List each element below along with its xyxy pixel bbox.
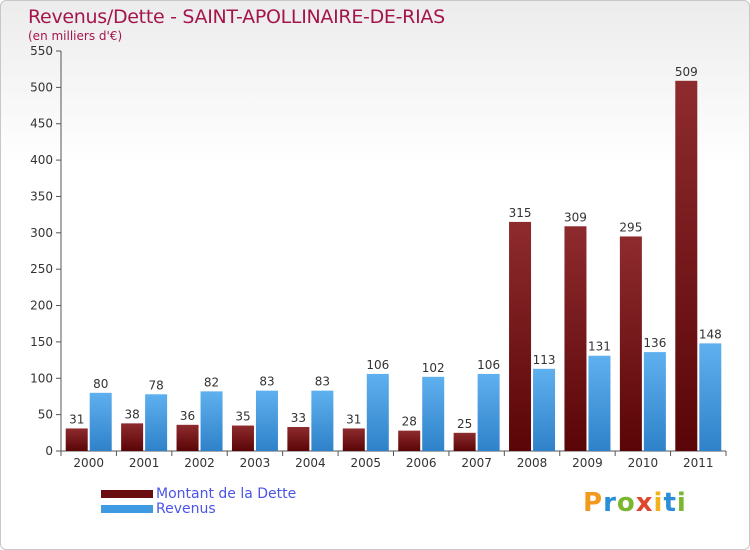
data-label: 309 [564, 210, 587, 224]
bar-revenus [311, 390, 334, 451]
x-tick-label: 2007 [461, 456, 492, 470]
data-label: 38 [124, 407, 139, 421]
legend-label-dette: Montant de la Dette [156, 486, 297, 502]
x-tick-label: 2000 [73, 456, 104, 470]
data-label: 25 [457, 417, 472, 431]
data-label: 36 [180, 409, 195, 423]
data-label: 33 [291, 411, 306, 425]
bar-dette [231, 425, 254, 451]
bar-revenus [89, 392, 112, 451]
bar-dette [398, 430, 421, 451]
bar-dette [287, 427, 310, 451]
bar-dette [121, 423, 144, 451]
data-label: 148 [699, 327, 722, 341]
data-label: 83 [259, 375, 274, 389]
bar-revenus [699, 343, 722, 451]
bar-revenus [477, 373, 500, 451]
legend-swatch-revenus [101, 505, 153, 513]
y-tick-label: 300 [30, 226, 53, 240]
data-label: 509 [675, 65, 698, 79]
data-label: 35 [235, 410, 250, 424]
chart-subtitle: (en milliers d'€) [28, 29, 123, 43]
x-tick-label: 2005 [351, 456, 382, 470]
bar-revenus [145, 394, 168, 451]
y-tick-label: 150 [30, 335, 53, 349]
y-tick-label: 550 [30, 44, 53, 58]
bar-revenus [200, 391, 223, 451]
y-tick-label: 50 [38, 408, 53, 422]
data-label: 106 [366, 358, 389, 372]
data-label: 78 [148, 378, 163, 392]
x-tick-label: 2009 [572, 456, 603, 470]
bar-revenus [588, 355, 611, 451]
y-tick-label: 200 [30, 299, 53, 313]
data-label: 106 [477, 358, 500, 372]
x-tick-label: 2001 [129, 456, 160, 470]
bar-dette [509, 221, 532, 451]
x-tick-label: 2010 [628, 456, 659, 470]
logo-letter: i [653, 488, 664, 518]
y-tick-label: 0 [45, 444, 53, 458]
logo-letter: P [583, 488, 604, 518]
data-label: 102 [422, 361, 445, 375]
logo-letter: t [663, 488, 677, 518]
data-label: 82 [204, 375, 219, 389]
bar-dette [619, 236, 642, 451]
data-label: 80 [93, 377, 108, 391]
bar-dette [453, 432, 476, 451]
data-label: 136 [643, 336, 666, 350]
y-tick-label: 350 [30, 189, 53, 203]
bar-dette [675, 80, 698, 452]
data-label: 113 [533, 353, 556, 367]
data-label: 315 [509, 206, 532, 220]
data-label: 28 [402, 415, 417, 429]
bar-revenus [422, 376, 445, 451]
data-label: 31 [346, 412, 361, 426]
x-tick-label: 2002 [184, 456, 215, 470]
y-tick-label: 100 [30, 371, 53, 385]
x-tick-label: 2011 [683, 456, 714, 470]
x-tick-label: 2004 [295, 456, 326, 470]
bar-revenus [533, 368, 556, 451]
y-tick-label: 250 [30, 262, 53, 276]
proxiti-logo: Proxiti [583, 488, 687, 518]
legend-label-revenus: Revenus [156, 501, 216, 517]
data-label: 83 [315, 375, 330, 389]
bar-revenus [643, 352, 666, 451]
data-label: 295 [619, 220, 642, 234]
y-tick-label: 450 [30, 117, 53, 131]
logo-letter: o [616, 488, 636, 518]
data-label: 131 [588, 340, 611, 354]
x-tick-label: 2008 [517, 456, 548, 470]
x-tick-label: 2003 [240, 456, 271, 470]
chart-title: Revenus/Dette - SAINT-APOLLINAIRE-DE-RIA… [28, 6, 445, 28]
bar-dette [342, 428, 365, 451]
logo-letter: r [603, 488, 617, 518]
bar-dette [176, 424, 199, 451]
bar-revenus [255, 390, 278, 451]
logo-letter: i [676, 488, 687, 518]
data-label: 31 [69, 412, 84, 426]
bar-dette [564, 226, 587, 451]
logo-letter: x [635, 488, 654, 518]
bar-revenus [366, 373, 389, 451]
bar-dette [65, 428, 88, 451]
x-tick-label: 2006 [406, 456, 437, 470]
y-tick-label: 400 [30, 153, 53, 167]
legend-swatch-dette [101, 490, 153, 498]
y-tick-label: 500 [30, 80, 53, 94]
